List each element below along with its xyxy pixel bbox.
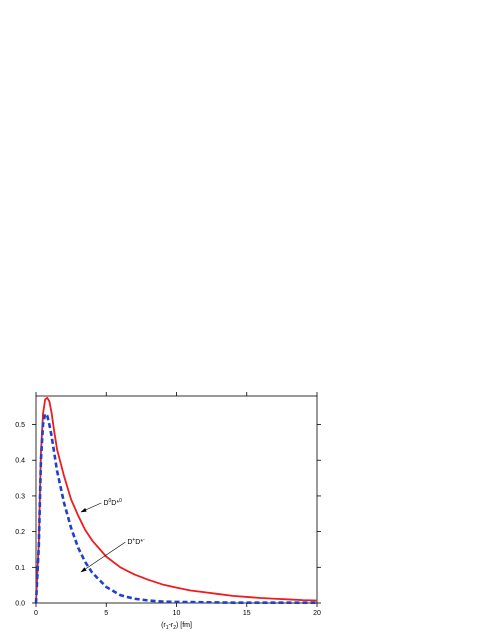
x-tick-label: 0 bbox=[34, 610, 38, 617]
annotation-arrow-1 bbox=[80, 541, 126, 573]
annotation-arrow-0 bbox=[80, 502, 102, 513]
series-label-1: D+D*- bbox=[127, 537, 145, 546]
y-tick-label: 0.1 bbox=[15, 565, 25, 572]
series-line-0 bbox=[35, 396, 318, 604]
y-tick-label: 0.0 bbox=[15, 601, 25, 608]
x-tick-label: 10 bbox=[173, 610, 181, 617]
series-line-1 bbox=[34, 412, 317, 604]
y-tick-label: 0.5 bbox=[15, 422, 25, 429]
y-tick-label: 0.2 bbox=[15, 529, 25, 536]
x-tick-label: 5 bbox=[104, 610, 108, 617]
series-label-0: D0D*0 bbox=[103, 498, 122, 507]
x-tick-label: 15 bbox=[243, 610, 251, 617]
x-axis-title: (r1-r2) [fm] bbox=[161, 622, 192, 631]
y-tick-label: 0.4 bbox=[15, 458, 25, 465]
x-tick-label: 20 bbox=[313, 610, 321, 617]
y-tick-label: 0.3 bbox=[15, 493, 25, 500]
